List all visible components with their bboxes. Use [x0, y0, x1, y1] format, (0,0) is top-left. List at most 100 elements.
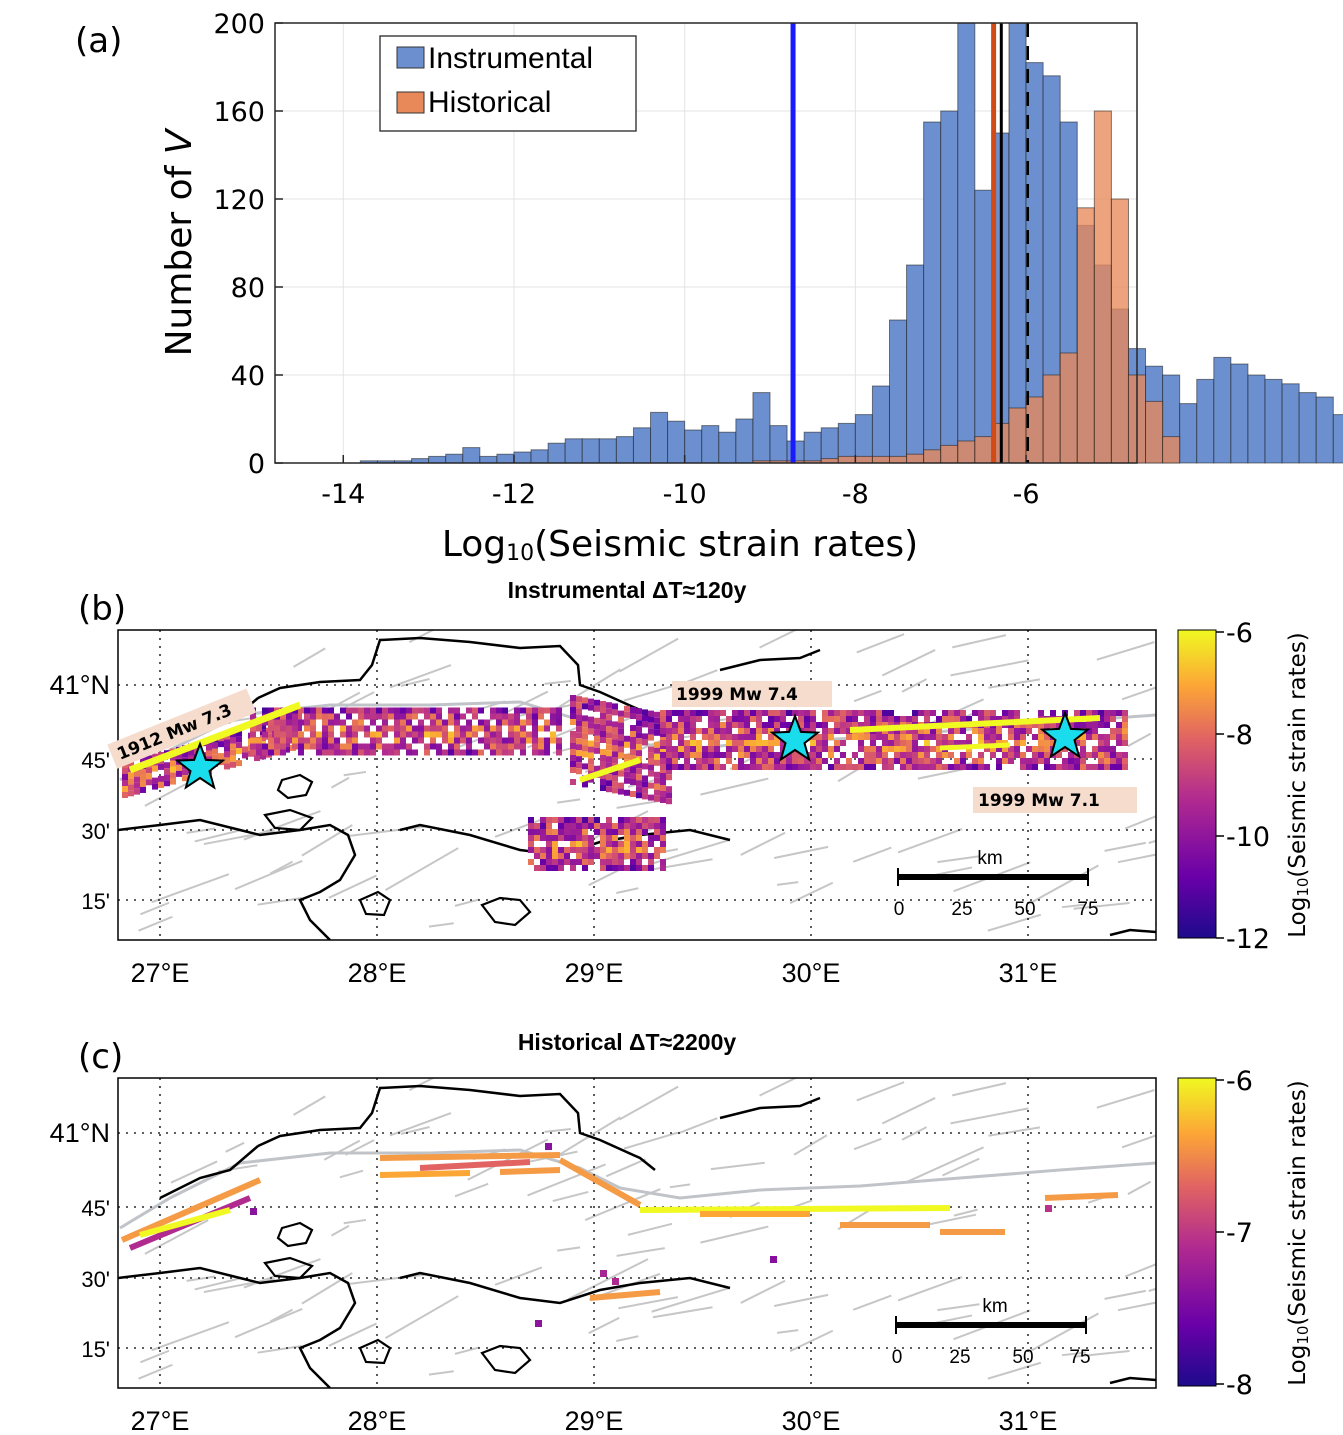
- strain-cell: [346, 725, 352, 732]
- strain-cell: [810, 740, 816, 746]
- instrumental-bar: [957, 22, 976, 464]
- instrumental-bar: [854, 414, 873, 464]
- strain-cell: [966, 734, 972, 740]
- strain-cell: [520, 731, 526, 738]
- strain-cell: [684, 758, 690, 764]
- strain-cell: [858, 764, 864, 770]
- panel-label-a: (a): [75, 21, 122, 61]
- historical-strain-streak: [379, 1170, 471, 1178]
- strain-cell: [454, 743, 460, 750]
- strain-cell: [894, 752, 900, 758]
- strain-cell: [406, 719, 412, 726]
- strain-cell: [618, 728, 624, 735]
- strain-cell: [334, 743, 340, 750]
- strain-cell: [648, 794, 654, 801]
- fault-line: [852, 846, 892, 863]
- longitude-tick-label: 28°E: [348, 958, 407, 988]
- strain-cell: [358, 749, 364, 756]
- strain-cell: [520, 749, 526, 756]
- strain-cell: [1116, 728, 1122, 734]
- strain-cell: [636, 720, 642, 727]
- instrumental-bar: [718, 431, 737, 464]
- strain-cell: [546, 823, 552, 829]
- instrumental-bar: [940, 110, 959, 464]
- strain-cell: [140, 774, 146, 781]
- strain-cell: [552, 829, 558, 835]
- strain-cell: [588, 764, 594, 771]
- strain-cell: [1116, 752, 1122, 758]
- fault-line: [616, 1247, 665, 1257]
- strain-cell: [936, 716, 942, 722]
- strain-cell: [364, 749, 370, 756]
- strain-cell: [1074, 758, 1080, 764]
- strain-cell: [520, 719, 526, 726]
- fault-line: [1073, 1349, 1130, 1358]
- strain-cell: [1020, 734, 1026, 740]
- strain-cell: [546, 835, 552, 841]
- strain-cell: [756, 740, 762, 746]
- strain-cell: [544, 719, 550, 726]
- strain-cell: [472, 707, 478, 714]
- strain-cell: [696, 710, 702, 716]
- main-fault-trace: [119, 1148, 1156, 1230]
- strain-cell: [612, 865, 618, 871]
- strain-cell: [520, 737, 526, 744]
- strain-cell: [556, 707, 562, 714]
- latitude-tick-label: 41°N: [50, 1118, 110, 1148]
- strain-cell: [612, 787, 618, 794]
- strain-cell: [262, 731, 268, 738]
- historical-strain-streak: [639, 1205, 951, 1213]
- strain-cell: [744, 710, 750, 716]
- strain-cell: [822, 758, 828, 764]
- strain-cell: [852, 764, 858, 770]
- strain-cell: [942, 734, 948, 740]
- strain-cell: [1020, 764, 1026, 770]
- strain-cell: [230, 755, 236, 762]
- strain-cell: [158, 775, 164, 782]
- strain-cell: [906, 716, 912, 722]
- strain-cell: [146, 773, 152, 780]
- strain-cell: [600, 1270, 607, 1277]
- strain-cell: [418, 725, 424, 732]
- strain-cell: [576, 768, 582, 775]
- fault-line: [389, 664, 452, 689]
- strain-cell: [236, 736, 242, 743]
- strain-cell: [786, 722, 792, 728]
- strain-cell: [334, 719, 340, 726]
- strain-cell: [1092, 728, 1098, 734]
- strain-cell: [558, 865, 564, 871]
- strain-cell: [538, 743, 544, 750]
- strain-cell: [648, 758, 654, 765]
- strain-cell: [636, 823, 642, 829]
- strain-cell: [882, 734, 888, 740]
- fault-line: [907, 1146, 984, 1183]
- strain-cell: [966, 764, 972, 770]
- strain-cell: [600, 779, 606, 785]
- strain-cell: [630, 767, 636, 773]
- strain-cell: [600, 773, 606, 779]
- strain-cell: [1032, 746, 1038, 752]
- strain-cell: [1008, 746, 1014, 752]
- strain-cell: [684, 716, 690, 722]
- strain-cell: [708, 728, 714, 734]
- strain-cell: [696, 716, 702, 722]
- strain-cell: [624, 735, 630, 742]
- strain-cell: [1110, 764, 1116, 770]
- strain-cell: [490, 713, 496, 720]
- strain-cell: [352, 719, 358, 726]
- strain-cell: [774, 722, 780, 728]
- strain-cell: [696, 752, 702, 758]
- strain-cell: [558, 847, 564, 853]
- strain-cell: [894, 758, 900, 764]
- strain-cell: [140, 786, 146, 793]
- strain-cell: [1116, 740, 1122, 746]
- fault-line: [852, 1294, 892, 1311]
- strain-cell: [774, 740, 780, 746]
- colorbar-title-c: Log10(Seismic strain rates): [1285, 1080, 1312, 1386]
- strain-cell: [984, 734, 990, 740]
- strain-cell: [648, 782, 654, 789]
- strain-cell: [648, 734, 654, 741]
- strain-cell: [1038, 740, 1044, 746]
- strain-cell: [612, 853, 618, 859]
- strain-cell: [1068, 758, 1074, 764]
